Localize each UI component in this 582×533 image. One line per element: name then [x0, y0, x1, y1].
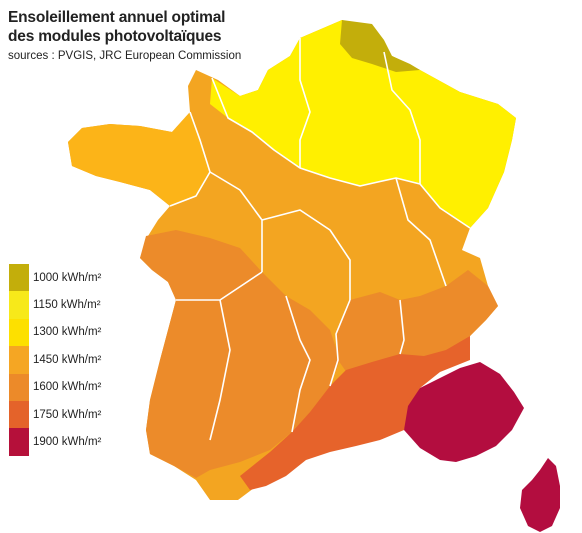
legend-item: 1150 kWh/m²: [9, 291, 101, 319]
region-provence: [404, 362, 524, 462]
region-borders: [169, 38, 471, 441]
legend-item: 1600 kWh/m²: [9, 373, 102, 401]
legend-label: 1450 kWh/m²: [33, 353, 102, 366]
legend-item: 1300 kWh/m²: [9, 318, 102, 347]
region-mediterranean: [240, 336, 470, 490]
legend-label: 1900 kWh/m²: [33, 436, 102, 449]
legend-swatch: [9, 346, 29, 374]
legend-label: 1600 kWh/m²: [33, 381, 102, 394]
region-brittany: [68, 112, 210, 206]
legend-item: 1000 kWh/m²: [9, 264, 102, 292]
map-title: Ensoleillement annuel optimal des module…: [8, 8, 225, 46]
region-corsica: [520, 458, 560, 532]
legend-swatch: [9, 373, 29, 401]
region-north: [210, 20, 516, 228]
legend-swatch: [9, 264, 29, 292]
legend-item: 1750 kWh/m²: [9, 400, 102, 429]
legend: 1000 kWh/m² 1150 kWh/m² 1300 kWh/m² 1450…: [9, 264, 101, 456]
title-line-1: Ensoleillement annuel optimal: [8, 9, 226, 26]
region-far-north: [340, 20, 420, 72]
region-south-west: [140, 230, 340, 478]
legend-swatch: [9, 291, 29, 319]
region-rhone: [336, 270, 498, 390]
legend-item: 1900 kWh/m²: [9, 428, 102, 456]
legend-label: 1300 kWh/m²: [33, 326, 102, 339]
legend-swatch: [9, 400, 29, 429]
legend-label: 1750 kWh/m²: [33, 408, 102, 421]
legend-label: 1000 kWh/m²: [33, 271, 102, 284]
legend-label: 1150 kWh/m²: [33, 299, 101, 312]
legend-swatch: [9, 318, 29, 347]
legend-item: 1450 kWh/m²: [9, 346, 102, 374]
title-line-2: des modules photovoltaïques: [8, 28, 222, 45]
legend-swatch: [9, 428, 29, 456]
map-subtitle: sources : PVGIS, JRC European Commission: [8, 50, 242, 62]
